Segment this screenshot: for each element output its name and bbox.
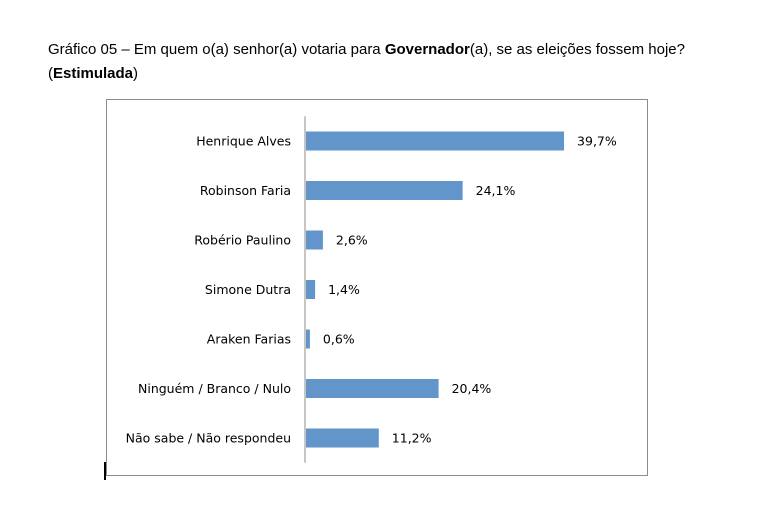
data-label: 20,4%	[452, 381, 492, 396]
data-label: 0,6%	[323, 332, 355, 347]
category-label: Araken Farias	[207, 332, 291, 347]
bar	[306, 280, 316, 299]
category-label: Não sabe / Não respondeu	[126, 431, 291, 446]
title-close-paren: )	[133, 65, 139, 82]
category-label: Henrique Alves	[196, 134, 291, 149]
data-label: 11,2%	[392, 431, 432, 446]
category-label: Robinson Faria	[200, 183, 291, 198]
title-prefix: Gráfico 05 – Em quem o(a) senhor(a) vota…	[48, 41, 385, 58]
data-label: 1,4%	[328, 282, 360, 297]
bar	[306, 230, 323, 250]
title-bold-governador: Governador	[384, 41, 470, 58]
bar	[306, 131, 565, 151]
category-label: Robério Paulino	[194, 233, 291, 248]
chart-frame	[106, 99, 648, 476]
bar	[306, 379, 439, 398]
bar	[306, 181, 463, 200]
title-middle: (a), se as eleições fossem hoje?	[469, 41, 685, 58]
chart-title: Gráfico 05 – Em quem o(a) senhor(a) vota…	[48, 38, 748, 86]
data-label: 39,7%	[577, 134, 617, 149]
category-label: Simone Dutra	[205, 282, 291, 297]
bar	[306, 428, 379, 448]
bar	[306, 329, 310, 349]
data-label: 24,1%	[476, 183, 516, 198]
data-label: 2,6%	[336, 233, 368, 248]
page-margin-mark	[104, 462, 106, 480]
title-bold-estimulada: Estimulada	[53, 65, 134, 82]
title-open-paren: (	[48, 65, 53, 82]
category-label: Ninguém / Branco / Nulo	[138, 381, 291, 396]
